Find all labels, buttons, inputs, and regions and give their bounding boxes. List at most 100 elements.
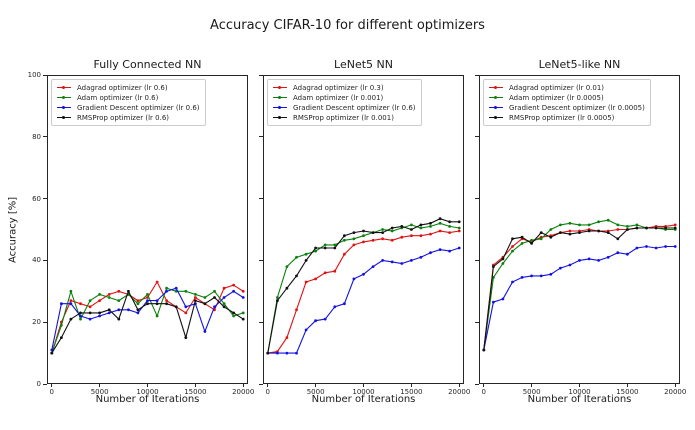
legend-item: Adagrad optimizer (lr 0.3): [272, 83, 416, 92]
legend-marker: [62, 96, 65, 99]
x-tick-label: 15000: [184, 388, 207, 396]
subplot-title-lenet5-like: LeNet5-like NN: [538, 58, 621, 71]
series-marker: [587, 257, 591, 261]
series-marker: [117, 308, 121, 312]
series-marker: [174, 305, 178, 309]
series-marker: [285, 286, 289, 290]
series-marker: [371, 231, 375, 235]
series-marker: [146, 293, 149, 296]
series-marker: [295, 308, 298, 312]
y-tick-mark: [259, 321, 263, 323]
legend-label: Adam optimizer (lr 0.0005): [509, 93, 604, 102]
series-marker: [597, 220, 600, 224]
subplot-title-lenet5: LeNet5 NN: [334, 58, 393, 71]
legend-label: RMSProp optimizer (lr 0.001): [293, 113, 394, 122]
series-marker: [88, 311, 92, 315]
legend-line-sample: [488, 114, 505, 121]
series-marker: [79, 317, 82, 321]
series-marker: [107, 296, 111, 299]
series-marker: [578, 231, 581, 235]
series-marker: [381, 231, 384, 235]
x-tick-label: 20000: [448, 388, 471, 396]
series-marker: [549, 235, 553, 239]
series-marker: [371, 238, 375, 242]
series-marker: [314, 249, 317, 253]
series-marker: [285, 336, 289, 339]
x-tick-mark: [315, 384, 317, 387]
series-marker: [559, 231, 562, 235]
x-tick-label: 0: [49, 388, 55, 396]
series-marker: [107, 293, 111, 296]
series-marker: [626, 228, 629, 231]
series-marker: [304, 328, 308, 332]
series-marker: [419, 255, 423, 259]
legend-label: Adagrad optimizer (lr 0.01): [509, 83, 605, 92]
series-marker: [333, 246, 337, 250]
series-marker: [530, 242, 533, 245]
series-marker: [222, 305, 226, 309]
x-tick-label: 10000: [352, 388, 375, 396]
legend-item: Gradient Descent optimizer (lr 0.6): [56, 103, 200, 112]
y-tick-label: 100: [27, 71, 41, 79]
series-marker: [304, 252, 308, 256]
y-tick-mark: [259, 198, 263, 200]
series-marker: [645, 226, 648, 230]
series-marker: [98, 311, 101, 315]
series-marker: [295, 255, 298, 259]
legend-marker: [278, 106, 281, 109]
series-line: [267, 218, 460, 354]
legend-item: Adam optimizer (lr 0.001): [272, 93, 416, 102]
series-marker: [419, 223, 423, 227]
series-marker: [266, 351, 270, 355]
legend-item: Adagrad optimizer (lr 0.01): [488, 83, 645, 92]
series-marker: [381, 259, 384, 262]
series-marker: [213, 305, 216, 309]
series-marker: [352, 231, 356, 235]
axes-frame: [47, 75, 248, 384]
series-marker: [448, 249, 451, 253]
series-marker: [174, 286, 178, 290]
series-marker: [333, 269, 337, 273]
legend-item: Gradient Descent optimizer (lr 0.0005): [488, 103, 645, 112]
series-marker: [146, 299, 149, 302]
legend-line-sample: [488, 104, 505, 111]
y-tick-mark: [43, 259, 47, 261]
legend-item: Adagrad optimizer (lr 0.6): [56, 83, 200, 92]
series-marker: [232, 289, 236, 293]
x-tick-mark: [483, 384, 485, 387]
series-marker: [222, 286, 226, 290]
y-tick-mark: [43, 74, 47, 76]
series-marker: [410, 228, 413, 231]
series-marker: [295, 351, 298, 355]
series-marker: [559, 223, 562, 227]
series-marker: [362, 234, 365, 238]
series-marker: [136, 302, 140, 306]
series-marker: [511, 245, 514, 248]
series-marker: [673, 226, 677, 230]
series-marker: [654, 246, 658, 250]
series-marker: [616, 228, 620, 231]
series-marker: [184, 336, 188, 339]
y-tick-label: 40: [32, 256, 41, 265]
figure-title: Accuracy CIFAR-10 for different optimize…: [210, 18, 485, 33]
x-tick-label: 5000: [306, 388, 325, 396]
legend-label: Adam optimizer (lr 0.001): [293, 93, 384, 102]
series-marker: [165, 289, 168, 293]
series-marker: [501, 257, 505, 261]
series-marker: [79, 311, 82, 315]
series-marker: [232, 283, 236, 287]
series-marker: [184, 311, 188, 315]
series-marker: [635, 226, 639, 230]
series-marker: [511, 237, 514, 241]
series-marker: [352, 237, 356, 241]
series-marker: [194, 293, 197, 296]
series-marker: [673, 223, 677, 227]
series-marker: [429, 232, 432, 236]
legend-label: Gradient Descent optimizer (lr 0.6): [293, 103, 416, 112]
series-marker: [323, 246, 327, 250]
series-marker: [568, 232, 572, 236]
x-tick-mark: [267, 384, 269, 387]
series-marker: [88, 317, 92, 321]
series-marker: [457, 246, 461, 250]
series-marker: [323, 317, 327, 321]
